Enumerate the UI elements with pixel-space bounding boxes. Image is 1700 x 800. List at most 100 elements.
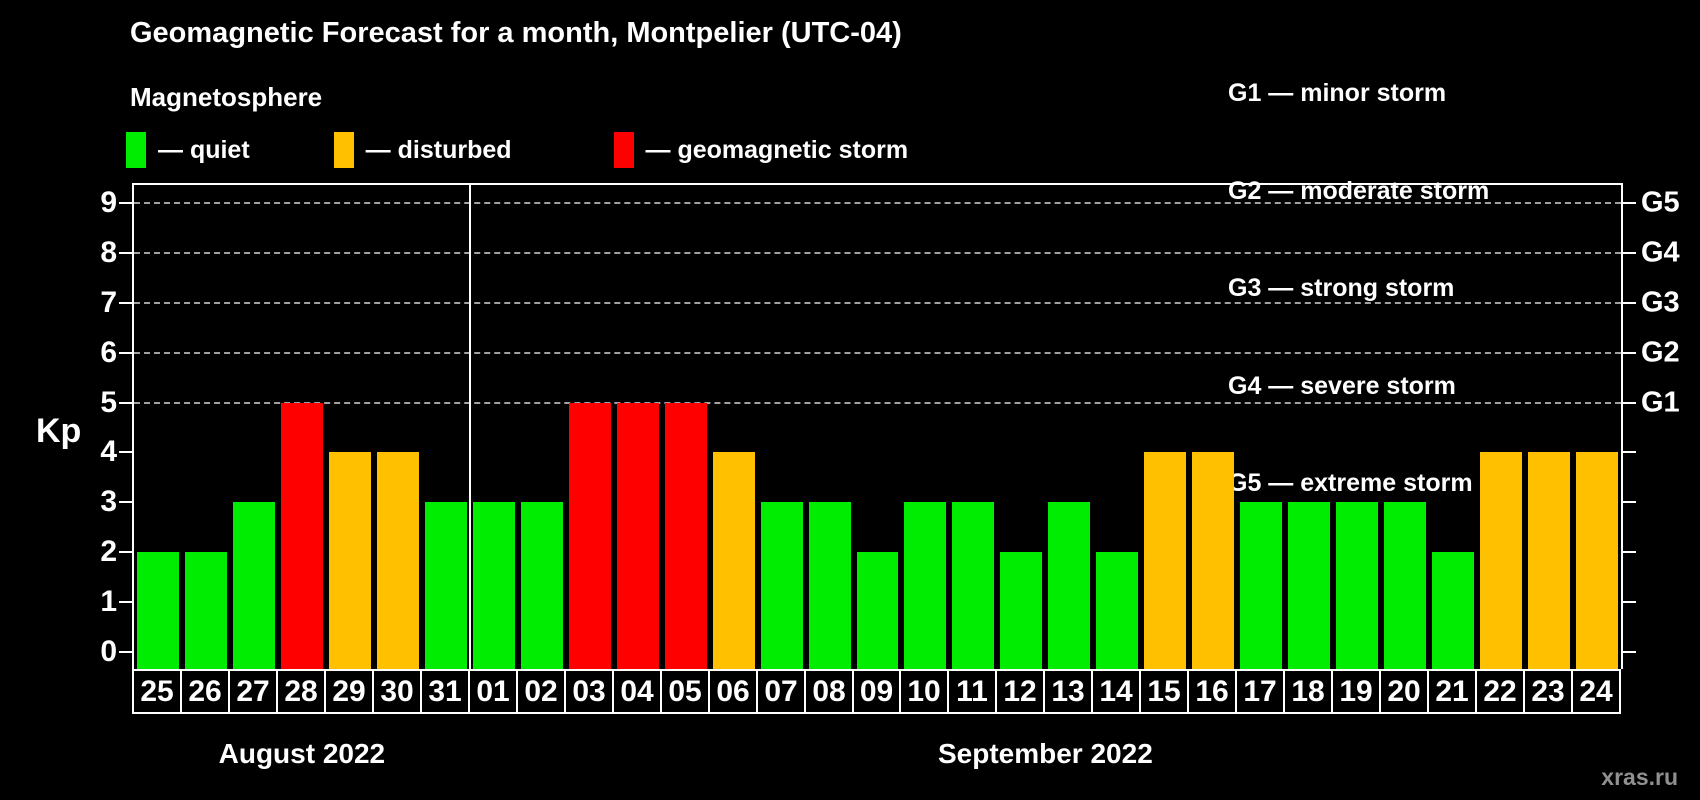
kp-bar-day-03 — [568, 402, 611, 669]
left-tick-5 — [119, 401, 132, 404]
day-label-17: 17 — [1235, 669, 1285, 714]
kp-bar-day-22 — [1480, 452, 1523, 669]
y-axis-label-9: 9 — [100, 185, 117, 219]
day-label-14: 14 — [1091, 669, 1141, 714]
kp-bar-day-23 — [1528, 452, 1571, 669]
day-label-16: 16 — [1187, 669, 1237, 714]
month-label-august: August 2022 — [218, 738, 386, 769]
left-tick-4 — [119, 451, 132, 454]
left-tick-2 — [119, 551, 132, 554]
g2-legend-line: G2 — moderate storm — [1228, 176, 1490, 205]
day-label-21: 21 — [1427, 669, 1477, 714]
gridline-kp6 — [134, 351, 1621, 354]
day-label-04: 04 — [612, 669, 662, 714]
day-label-10: 10 — [899, 669, 949, 714]
day-label-11: 11 — [947, 669, 997, 714]
gridline-kp9 — [134, 201, 1621, 204]
kp-status-legend: — quiet — disturbed — geomagnetic storm — [126, 131, 908, 169]
kp-bar-day-21 — [1432, 552, 1475, 669]
day-label-20: 20 — [1379, 669, 1429, 714]
kp-bar-day-14 — [1096, 552, 1139, 669]
kp-bar-day-31 — [424, 502, 467, 669]
right-tick-6 — [1623, 351, 1636, 354]
kp-bar-day-11 — [952, 502, 995, 669]
day-label-29: 29 — [324, 669, 374, 714]
g-axis-label-G3: G3 — [1641, 286, 1680, 319]
right-tick-0 — [1623, 651, 1636, 653]
g5-legend-line: G5 — extreme storm — [1228, 469, 1473, 497]
day-label-09: 09 — [852, 669, 901, 714]
kp-bar-day-05 — [664, 402, 707, 669]
kp-bar-day-07 — [760, 502, 803, 669]
day-label-27: 27 — [228, 669, 278, 714]
right-tick-3 — [1623, 501, 1636, 504]
kp-bar-day-19 — [1336, 502, 1379, 669]
day-label-31: 31 — [420, 669, 470, 714]
kp-bar-day-17 — [1240, 502, 1283, 669]
day-label-08: 08 — [804, 669, 854, 714]
watermark: xras.ru — [1601, 764, 1678, 790]
g4-legend-line: G4 — severe storm — [1228, 371, 1456, 400]
kp-bar-day-18 — [1288, 502, 1331, 669]
day-label-22: 22 — [1475, 669, 1525, 714]
right-tick-1 — [1623, 601, 1636, 604]
g1-legend-line: G1 — minor storm — [1228, 79, 1447, 107]
day-label-26: 26 — [180, 669, 230, 714]
month-separator-line — [468, 185, 471, 669]
day-label-12: 12 — [995, 669, 1045, 714]
y-axis-label-3: 3 — [100, 485, 117, 519]
day-label-03: 03 — [564, 669, 614, 714]
gridline-kp7 — [134, 301, 1621, 304]
kp-bar-day-20 — [1384, 502, 1427, 669]
legend-item-storm: — geomagnetic storm — [613, 132, 909, 168]
day-label-07: 07 — [756, 669, 806, 714]
right-tick-2 — [1623, 551, 1636, 554]
kp-bar-day-28 — [280, 402, 323, 669]
kp-bar-day-08 — [808, 502, 851, 669]
kp-bar-day-16 — [1192, 452, 1235, 669]
right-tick-5 — [1623, 401, 1636, 404]
kp-bar-day-06 — [712, 452, 755, 669]
day-label-23: 23 — [1523, 669, 1573, 714]
kp-bar-day-13 — [1048, 502, 1091, 669]
y-axis-label-8: 8 — [100, 235, 117, 269]
x-axis-day-labels: 25 26 27 28 29 30 31 01 02 03 04 05 06 07 08 09 10 11 12 13… — [132, 669, 1627, 714]
day-label-25: 25 — [132, 669, 182, 714]
g-scale-legend: G1 — minor storm G2 — moderate storm G3 … — [1228, 12, 1489, 565]
disturbed-color-swatch — [333, 132, 354, 168]
day-label-01: 01 — [468, 669, 518, 714]
storm-color-swatch — [613, 132, 634, 168]
kp-bar-day-29 — [328, 452, 371, 669]
y-axis-label-1: 1 — [100, 585, 117, 619]
disturbed-label: — disturbed — [365, 135, 512, 164]
right-tick-4 — [1623, 451, 1636, 454]
kp-bar-day-15 — [1144, 452, 1187, 669]
y-axis-label-2: 2 — [100, 535, 117, 569]
kp-bar-day-26 — [184, 552, 227, 669]
day-label-13: 13 — [1043, 669, 1093, 714]
kp-bar-day-02 — [520, 502, 563, 669]
left-tick-7 — [119, 301, 132, 304]
storm-label: — geomagnetic storm — [645, 135, 909, 164]
legend-item-disturbed: — disturbed — [333, 132, 512, 168]
gridline-kp8 — [134, 251, 1621, 254]
plot-area — [132, 183, 1623, 669]
right-tick-7 — [1623, 301, 1636, 304]
kp-bar-day-24 — [1576, 452, 1618, 669]
month-label-september: September 2022 — [937, 738, 1153, 769]
right-tick-9 — [1623, 201, 1636, 204]
left-tick-6 — [119, 351, 132, 354]
left-tick-8 — [119, 251, 132, 254]
day-label-05: 05 — [660, 669, 710, 714]
y-axis-label-0: 0 — [100, 635, 117, 668]
kp-bar-day-10 — [904, 502, 947, 669]
chart-title: Geomagnetic Forecast for a month, Montpe… — [130, 17, 902, 49]
day-label-18: 18 — [1283, 669, 1333, 714]
g-axis-label-G5: G5 — [1641, 186, 1680, 219]
legend-item-quiet: — quiet — [126, 132, 250, 168]
right-tick-8 — [1623, 251, 1636, 254]
kp-bar-day-04 — [616, 402, 659, 669]
kp-bar-day-12 — [1000, 552, 1043, 669]
y-axis-label-6: 6 — [100, 335, 117, 369]
